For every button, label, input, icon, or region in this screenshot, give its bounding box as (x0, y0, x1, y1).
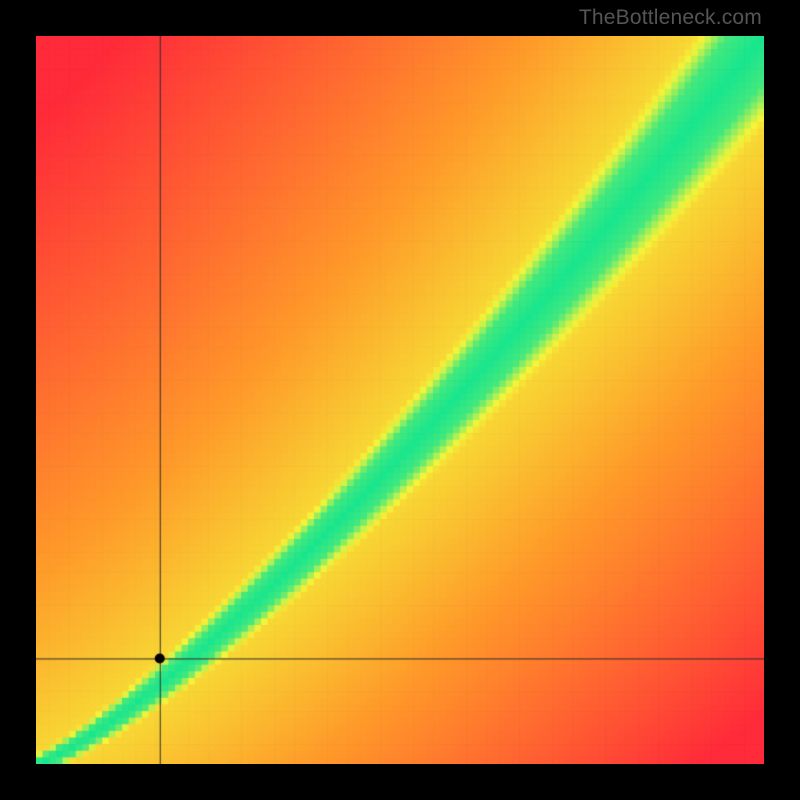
heatmap-frame (36, 36, 764, 764)
bottleneck-heatmap (36, 36, 764, 764)
attribution-text: TheBottleneck.com (579, 6, 762, 30)
